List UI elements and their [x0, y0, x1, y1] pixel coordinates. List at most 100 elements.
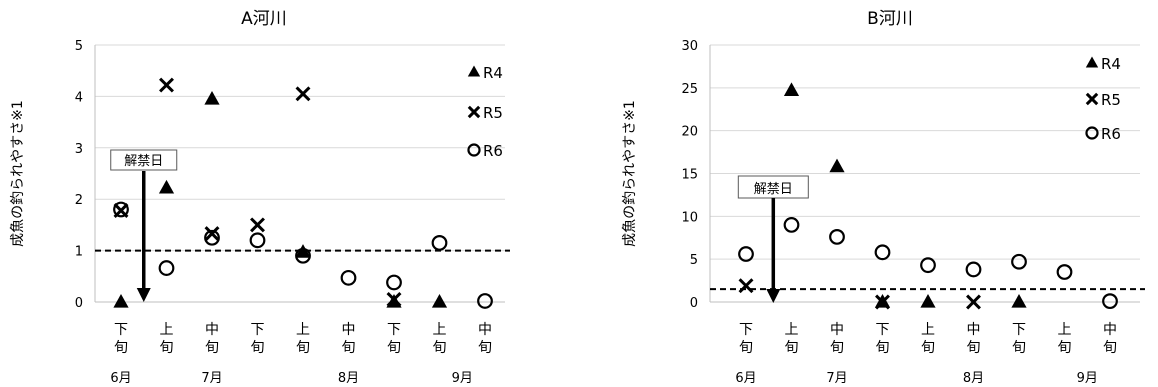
data-point-r4: [1011, 294, 1027, 308]
data-point-r6: [249, 232, 266, 249]
data-point-r6: [783, 216, 800, 233]
data-point-r4: [920, 294, 936, 308]
x-tick-label: 下: [251, 322, 265, 338]
x-tick-label: 中: [342, 322, 356, 338]
month-label: 7月: [826, 371, 847, 386]
data-point-r6: [158, 260, 175, 276]
data-point-r4: [829, 158, 845, 173]
x-tick-label: 旬: [1012, 340, 1026, 356]
month-label: 8月: [963, 371, 984, 386]
y-tick-label: 30: [681, 39, 698, 54]
x-tick-label: 旬: [160, 340, 174, 356]
x-tick-label: 下: [739, 322, 753, 338]
data-point-r6: [1056, 264, 1073, 280]
x-tick-label: 下: [387, 322, 401, 338]
chart-title: B河川: [867, 9, 913, 29]
y-axis-label: 成魚の釣られやすさ※1: [10, 100, 26, 247]
callout-arrow-head: [766, 289, 781, 303]
x-tick-label: 旬: [785, 340, 799, 356]
data-point-r6: [386, 274, 402, 291]
x-tick-label: 上: [433, 322, 447, 338]
data-point-r5: [875, 294, 890, 310]
legend-marker-r5: [1085, 92, 1099, 106]
x-tick-label: 上: [296, 322, 310, 338]
month-label: 9月: [1077, 371, 1098, 386]
legend-marker-r6: [1085, 126, 1099, 140]
callout-label: 解禁日: [754, 182, 793, 197]
x-tick-label: 下: [114, 322, 128, 338]
y-tick-label: 2: [75, 193, 83, 208]
x-tick-label: 中: [830, 322, 844, 338]
x-tick-label: 下: [876, 322, 890, 338]
chart-2: B河川051015202530成魚の釣られやすさ※1下旬上旬中旬下旬上旬中旬下旬…: [622, 9, 1145, 386]
chart-title: A河川: [241, 9, 287, 29]
x-tick-label: 旬: [205, 340, 219, 356]
x-tick-label: 旬: [114, 340, 128, 356]
x-tick-label: 旬: [387, 340, 401, 356]
y-tick-label: 5: [690, 253, 698, 268]
callout-label: 解禁日: [124, 154, 163, 169]
data-point-r5: [204, 226, 220, 242]
data-point-r6: [738, 246, 754, 262]
data-point-r6: [295, 247, 311, 264]
x-tick-label: 上: [785, 322, 799, 338]
data-point-r6: [1102, 293, 1118, 310]
legend-marker-r5: [467, 105, 481, 119]
y-tick-label: 5: [75, 39, 83, 54]
y-tick-label: 0: [690, 296, 698, 311]
x-tick-label: 旬: [478, 340, 492, 356]
x-tick-label: 旬: [739, 340, 753, 356]
x-tick-label: 中: [478, 322, 492, 338]
legend-label: R4: [1101, 55, 1121, 73]
x-tick-label: 旬: [967, 340, 981, 356]
data-point-r6: [340, 269, 357, 286]
data-point-r6: [477, 293, 493, 309]
month-label: 9月: [452, 371, 473, 386]
data-point-r5: [386, 291, 402, 307]
y-tick-label: 10: [681, 210, 698, 225]
legend-marker-r4: [1085, 56, 1099, 68]
x-tick-label: 旬: [921, 340, 935, 356]
x-tick-label: 中: [1103, 322, 1117, 338]
x-tick-label: 下: [1012, 322, 1026, 338]
y-tick-label: 3: [75, 142, 83, 157]
y-tick-label: 4: [75, 90, 83, 105]
x-tick-label: 上: [1058, 322, 1072, 338]
data-point-r4: [431, 294, 448, 308]
x-tick-label: 上: [160, 322, 174, 338]
y-tick-label: 20: [681, 125, 698, 140]
y-tick-label: 15: [681, 168, 698, 183]
data-point-r6: [1011, 253, 1027, 270]
data-point-r6: [965, 261, 982, 278]
x-tick-label: 中: [205, 322, 219, 338]
x-tick-label: 旬: [433, 340, 447, 356]
data-point-r4: [295, 244, 311, 258]
y-tick-label: 25: [681, 82, 698, 97]
data-point-r4: [158, 179, 175, 194]
legend-label: R6: [483, 142, 503, 160]
x-tick-label: 旬: [251, 340, 265, 356]
y-tick-label: 1: [75, 245, 83, 260]
x-tick-label: 旬: [876, 340, 890, 356]
data-point-r6: [829, 228, 845, 245]
x-tick-label: 旬: [1103, 340, 1117, 356]
data-point-r5: [250, 217, 265, 233]
legend-label: R5: [483, 104, 503, 122]
data-point-r5: [295, 86, 311, 102]
month-label: 7月: [201, 371, 222, 386]
month-label: 6月: [110, 371, 131, 386]
callout-box: [110, 149, 178, 171]
data-point-r6: [204, 229, 220, 246]
data-point-r4: [204, 90, 220, 105]
data-point-r6: [431, 234, 448, 251]
callout-arrow-head: [136, 288, 151, 302]
x-tick-label: 旬: [342, 340, 356, 356]
data-point-r5: [966, 294, 981, 310]
x-tick-label: 上: [921, 322, 935, 338]
x-tick-label: 中: [967, 322, 981, 338]
legend-label: R6: [1101, 125, 1121, 143]
data-point-r6: [920, 257, 936, 274]
legend-label: R5: [1101, 91, 1121, 109]
data-point-r5: [159, 77, 174, 93]
